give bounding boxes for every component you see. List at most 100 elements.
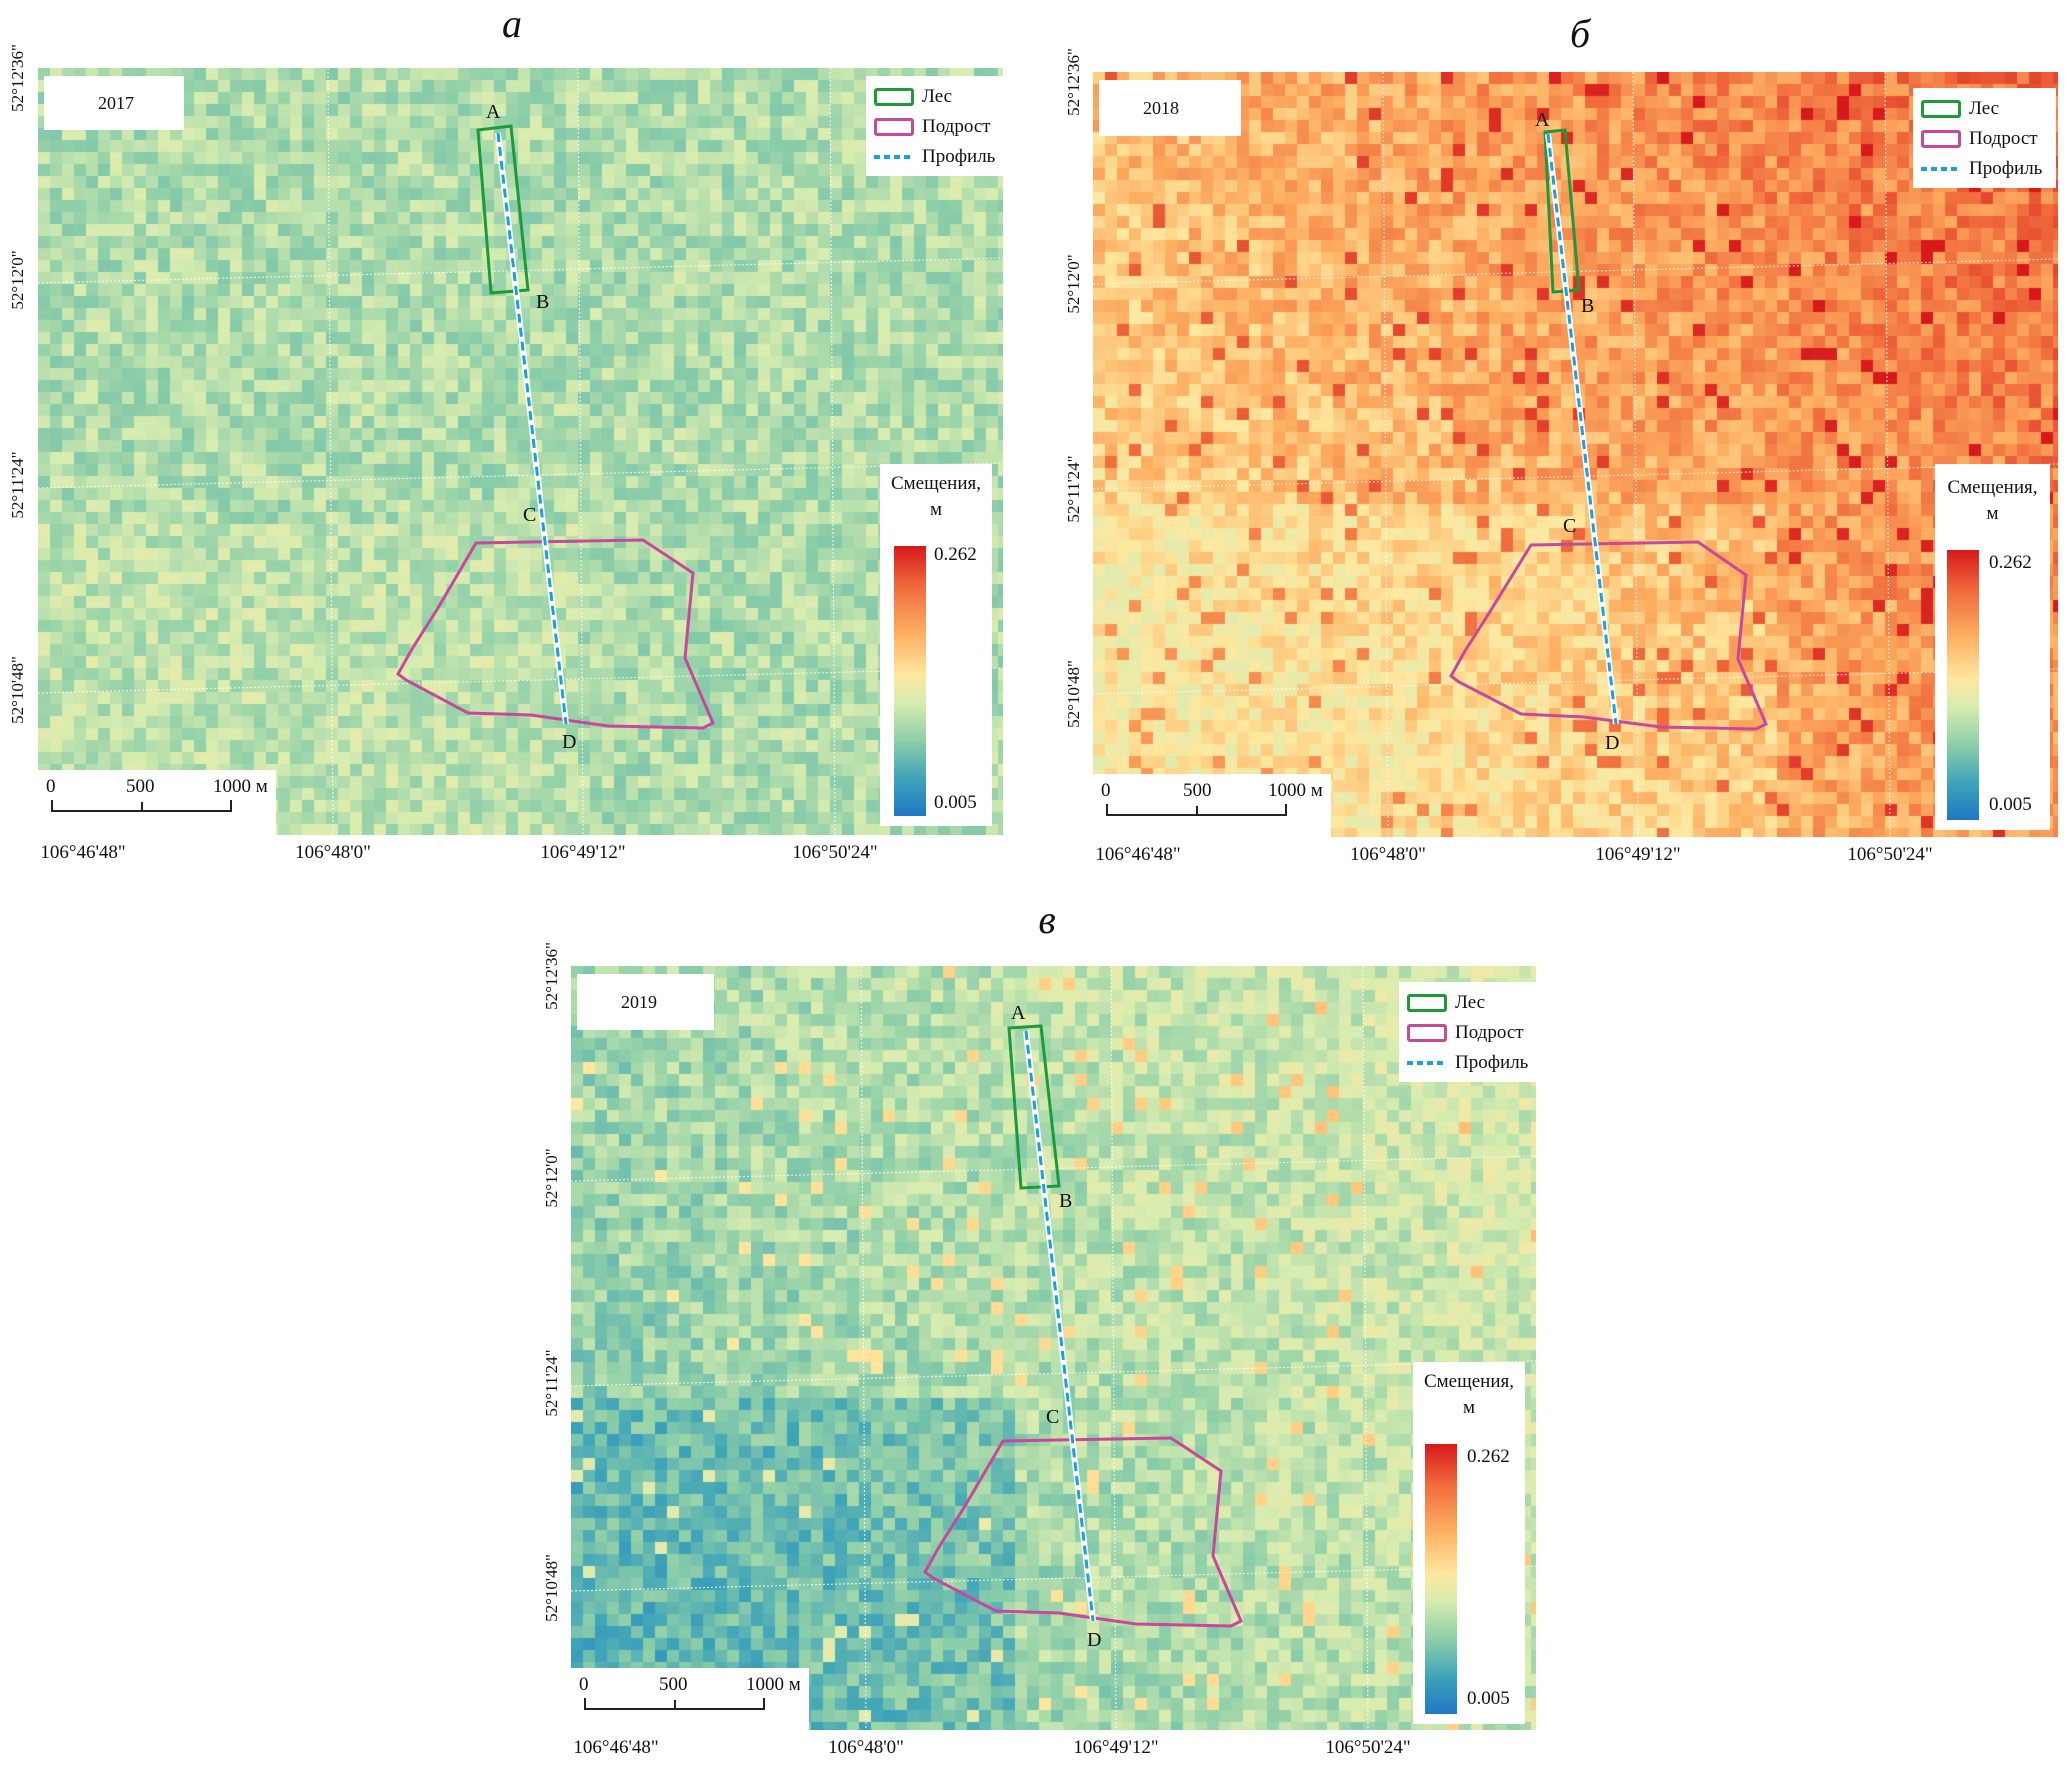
lat-tick-2: 52°12'0" [1064,254,1083,314]
colorbar-unit: м [1986,503,1999,524]
year-label: 2017 [44,76,184,130]
colorbar-unit: м [1462,1397,1476,1418]
point-b-label: B [1059,1190,1072,1212]
point-c-label: C [1563,515,1576,537]
year-label: 2018 [1099,80,1241,136]
legend-forest-label: Лес [922,86,953,107]
colorbar-unit: м [929,499,943,520]
lon-tick-2: 106°48'0" [295,842,371,863]
scale-label-500: 500 [1183,780,1212,801]
legend: Лес Подрост Профиль [1913,88,2056,188]
legend-forest-label: Лес [1455,992,1486,1013]
lat-tick-3: 52°11'24" [1064,455,1083,523]
scale-label-500: 500 [126,776,155,797]
scale-label-1000: 1000 м [213,776,268,797]
lon-tick-4: 106°50'24" [1325,1737,1411,1758]
lon-tick-1: 106°46'48" [573,1737,659,1758]
undergrowth-polygon [1449,540,1768,731]
legend: Лес Подрост Профиль [866,76,1006,176]
legend-profile-label: Профиль [1455,1052,1529,1073]
lat-tick-2: 52°12'0" [8,250,27,310]
panel-a-letter: а [502,1,522,46]
lat-tick-2: 52°12'0" [542,1148,561,1208]
lon-tick-1: 106°46'48" [1095,844,1181,865]
map-overlay: A B C D [570,965,1537,1731]
profile-swatch [1921,167,1961,171]
colorbar-gradient [1425,1444,1457,1714]
lat-tick-1: 52°12'36" [8,44,27,112]
lon-tick-2: 106°48'0" [1350,844,1426,865]
displacement-raster [38,68,1003,835]
profile-swatch [874,155,914,159]
colorbar-max: 0.262 [1989,552,2032,573]
lon-tick-2: 106°48'0" [828,1737,904,1758]
point-d-label: D [562,731,576,753]
lat-tick-4: 52°10'48" [8,656,27,724]
scale-label-500: 500 [659,1674,688,1695]
scale-label-1000: 1000 м [1268,780,1323,801]
legend: Лес Подрост Профиль [1399,982,1537,1082]
scale-bar: 0 500 1000 м [571,1668,809,1730]
profile-line [496,132,568,725]
lat-tick-4: 52°10'48" [542,1554,561,1622]
point-d-label: D [1087,1629,1101,1651]
colorbar-min: 0.005 [1989,794,2032,815]
profile-line [1546,133,1618,725]
undergrowth-swatch [1407,1024,1447,1042]
colorbar: Смещения, м 0.262 0.005 [1413,1362,1525,1724]
map-panel-2017: A B C D 2017 Лес Подрост Профиль Смещени… [37,67,1006,836]
lat-tick-1: 52°12'36" [542,942,561,1010]
lon-tick-3: 106°49'12" [540,842,626,863]
point-c-label: C [1046,1406,1059,1428]
forest-polygon [1543,128,1581,294]
legend-profile-label: Профиль [922,146,996,167]
lon-tick-4: 106°50'24" [792,842,878,863]
point-d-label: D [1605,732,1619,754]
colorbar-max: 0.262 [934,544,977,565]
year-label: 2019 [577,974,714,1030]
graticule-lines [570,965,1537,1731]
point-a-label: A [1535,109,1550,131]
forest-swatch [1921,100,1961,118]
lon-tick-1: 106°46'48" [40,842,126,863]
forest-polygon [1007,1024,1061,1190]
legend-undergrowth-label: Подрост [1455,1022,1524,1043]
lat-tick-4: 52°10'48" [1064,660,1083,728]
lat-tick-3: 52°11'24" [542,1349,561,1417]
colorbar-gradient [1947,550,1979,820]
legend-undergrowth-label: Подрост [1969,128,2038,149]
displacement-raster [571,966,1536,1730]
profile-swatch [1407,1061,1447,1065]
map-panel-2019: A B C D 2019 Лес Подрост Профиль Смещени… [570,965,1537,1731]
colorbar: Смещения, м 0.262 0.005 [1935,464,2050,830]
graticule-lines [37,67,1004,836]
scale-label-1000: 1000 м [746,1674,801,1695]
lon-tick-3: 106°49'12" [1595,844,1681,865]
colorbar-gradient [894,546,926,816]
colorbar-min: 0.005 [934,792,977,813]
scale-bar: 0 500 1000 м [1093,774,1331,837]
undergrowth-swatch [1921,130,1961,148]
forest-polygon [476,124,530,295]
forest-swatch [874,88,914,106]
colorbar-title: Смещения, [1947,477,2038,498]
lon-tick-4: 106°50'24" [1847,844,1933,865]
point-b-label: B [536,291,549,313]
legend-profile-label: Профиль [1969,158,2043,179]
scale-label-0: 0 [579,1674,589,1695]
point-a-label: A [486,101,501,123]
map-panel-2018: A B C D 2018 Лес Подрост Профиль Смещени… [1092,71,2059,838]
scale-label-0: 0 [46,776,56,797]
panel-b-letter: б [1569,11,1591,56]
displacement-raster [1093,72,2058,837]
scale-label-0: 0 [1101,780,1111,801]
profile-line [1024,1030,1095,1622]
undergrowth-polygon [396,538,715,730]
colorbar-title: Смещения, [1423,1371,1515,1392]
lat-tick-1: 52°12'36" [1064,48,1083,116]
map-overlay: A B C D [37,67,1004,836]
undergrowth-polygon [923,1436,1243,1628]
scale-bar: 0 500 1000 м [38,770,276,835]
colorbar: Смещения, м 0.262 0.005 [880,464,992,826]
point-b-label: B [1581,295,1594,317]
